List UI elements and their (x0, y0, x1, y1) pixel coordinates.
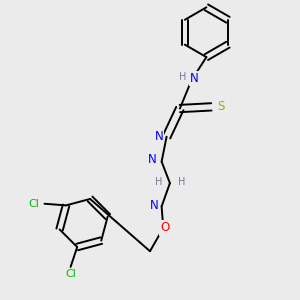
Text: Cl: Cl (65, 269, 76, 279)
Text: H: H (179, 72, 187, 82)
Text: N: N (190, 72, 199, 85)
Text: H: H (154, 177, 162, 187)
Text: N: N (154, 130, 163, 142)
Text: O: O (160, 221, 169, 235)
Text: H: H (148, 200, 155, 209)
Text: S: S (217, 100, 224, 113)
Text: N: N (148, 154, 157, 166)
Text: Cl: Cl (28, 199, 40, 209)
Text: H: H (178, 177, 185, 187)
Text: N: N (149, 199, 158, 212)
